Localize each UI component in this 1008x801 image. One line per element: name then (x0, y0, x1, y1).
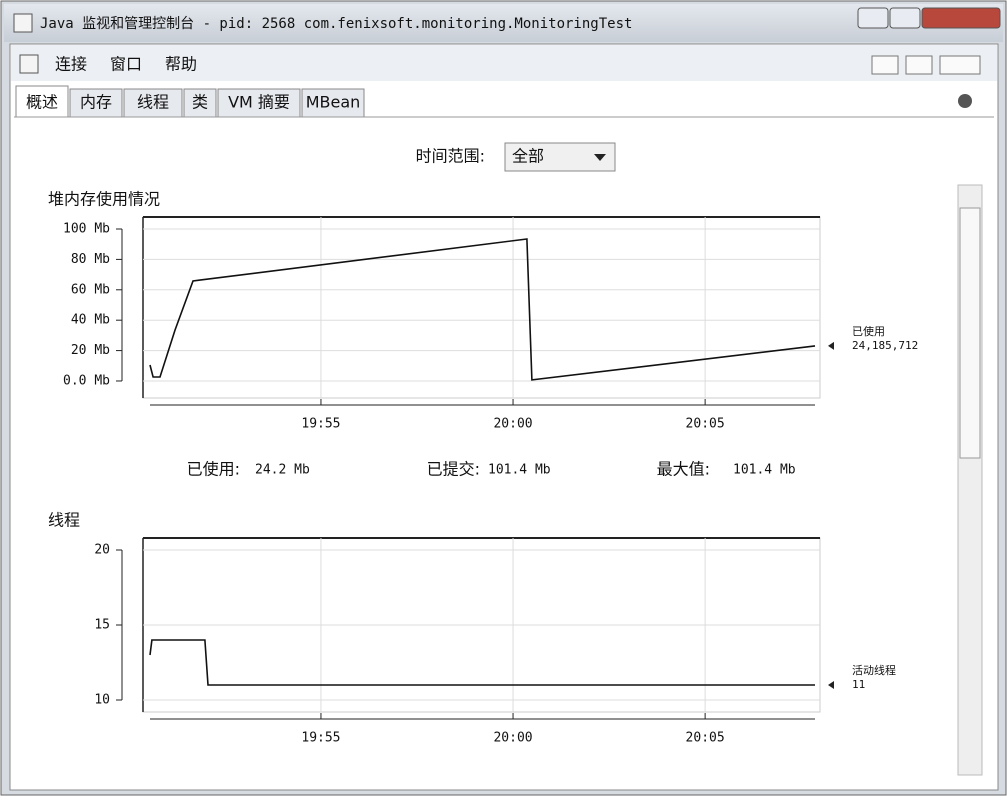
summary-value: 101.4 Mb (488, 463, 551, 478)
window-title: Java 监视和管理控制台 - pid: 2568 com.fenixsoft.… (40, 16, 632, 32)
x-tick-label: 20:00 (493, 731, 532, 746)
y-tick-label: 40 Mb (71, 313, 110, 328)
y-tick-label: 10 (94, 693, 110, 708)
minimize-button[interactable] (858, 8, 888, 28)
menu-item[interactable]: 窗口 (110, 55, 142, 74)
summary-label: 最大值: (657, 460, 710, 479)
y-tick-label: 15 (94, 618, 110, 633)
scrollbar-thumb[interactable] (960, 208, 980, 458)
y-tick-label: 20 Mb (71, 343, 110, 358)
chart-title: 堆内存使用情况 (48, 190, 160, 209)
connection-icon (958, 94, 972, 108)
y-tick-label: 20 (94, 543, 110, 558)
internal-close[interactable] (940, 56, 980, 74)
summary-label: 已提交: (427, 460, 480, 479)
menu-bar (11, 45, 997, 81)
menu-item[interactable]: 帮助 (165, 55, 197, 74)
summary-value: 24.2 Mb (255, 463, 310, 478)
tab-label: 线程 (137, 93, 169, 112)
app-icon (14, 14, 32, 32)
legend-name: 活动线程 (852, 663, 896, 677)
tab-label: MBean (306, 93, 361, 112)
menu-item[interactable]: 连接 (55, 55, 87, 74)
tab-strip: 概述 内存 线程 类 VM 摘要 MBean (16, 86, 364, 117)
end-value-label: 11 (852, 678, 865, 691)
internal-minimize[interactable] (872, 56, 898, 74)
tab-label: VM 摘要 (228, 93, 290, 112)
page: Java 监视和管理控制台 - pid: 2568 com.fenixsoft.… (0, 0, 1008, 797)
jconsole-window: Java 监视和管理控制台 - pid: 2568 com.fenixsoft.… (0, 0, 1008, 797)
x-tick-label: 19:55 (301, 417, 340, 432)
tab-label: 内存 (80, 93, 112, 112)
time-range-label: 时间范围: (416, 147, 485, 166)
chart-title: 线程 (48, 511, 80, 530)
summary-value: 101.4 Mb (733, 463, 796, 478)
close-button[interactable] (922, 8, 1000, 28)
tab-label: 概述 (26, 93, 58, 112)
x-tick-label: 20:00 (493, 417, 532, 432)
y-tick-label: 100 Mb (63, 222, 110, 237)
internal-icon (20, 55, 38, 73)
time-range-value: 全部 (512, 147, 544, 166)
x-tick-label: 20:05 (686, 417, 725, 432)
legend-name: 已使用 (852, 325, 885, 338)
summary-label: 已使用: (187, 460, 240, 479)
y-tick-label: 80 Mb (71, 252, 110, 267)
y-tick-label: 0.0 Mb (63, 373, 110, 388)
x-tick-label: 19:55 (301, 731, 340, 746)
tab-label: 类 (192, 93, 208, 112)
end-value-label: 24,185,712 (852, 339, 918, 352)
maximize-button[interactable] (890, 8, 920, 28)
y-tick-label: 60 Mb (71, 282, 110, 297)
x-tick-label: 20:05 (686, 731, 725, 746)
internal-restore[interactable] (906, 56, 932, 74)
